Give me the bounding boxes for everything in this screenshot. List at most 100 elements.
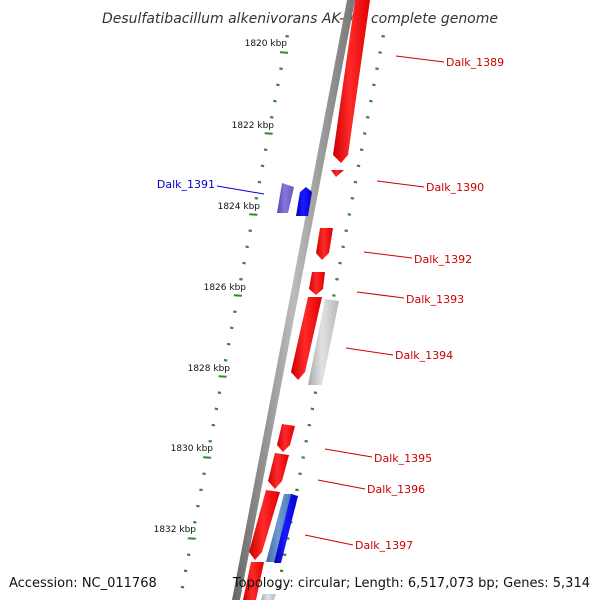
label-dalk-1395[interactable]: Dalk_1395 (374, 452, 432, 465)
left-tick-mark (229, 326, 234, 330)
gene-dalk-1394-gene[interactable] (291, 297, 322, 380)
right-tick-mark (344, 229, 349, 233)
left-tick-mark (214, 407, 219, 411)
left-tick-mark (211, 423, 216, 427)
right-tick-mark (279, 569, 284, 573)
left-tick-mark (226, 342, 231, 346)
scale-label-1824: 1824 kbp (218, 202, 261, 212)
gene-dalk-1394-feature[interactable] (308, 299, 339, 385)
right-tick-mark (359, 148, 364, 152)
left-tick-mark (285, 34, 289, 38)
left-tick-mark (245, 245, 249, 249)
left-tick-mark (202, 472, 206, 476)
right-tick-mark (347, 213, 352, 216)
left-tick-mark (239, 277, 243, 281)
leader-dalk-1390 (376, 180, 425, 188)
left-tick-mark (269, 115, 274, 119)
label-dalk-1393[interactable]: Dalk_1393 (406, 293, 464, 306)
gene-gray-bottom[interactable] (261, 594, 276, 600)
topology-text: Topology: circular; Length: 6,517,073 bp… (232, 576, 590, 591)
scale-label-1820: 1820 kbp (245, 39, 288, 49)
gene-dalk-1391-b[interactable] (296, 187, 312, 216)
left-tick-mark (276, 83, 280, 87)
scale-label-1822: 1822 kbp (232, 121, 275, 131)
right-tick-mark (353, 180, 358, 184)
gene-steel-1397[interactable] (266, 494, 293, 562)
label-dalk-1390[interactable]: Dalk_1390 (426, 181, 484, 194)
right-tick-mark (378, 51, 382, 54)
left-tick-mark (260, 164, 265, 168)
right-tick-mark (362, 132, 367, 135)
gene-red-bottom[interactable] (243, 562, 264, 600)
right-tick-mark (335, 277, 339, 281)
right-tick-mark (307, 423, 312, 427)
right-tick-mark (375, 67, 379, 71)
gene-dalk-1391-a[interactable] (277, 183, 294, 213)
right-tick-mark (313, 391, 318, 395)
right-tick-mark (365, 115, 370, 119)
leader-dalk-1394 (345, 347, 394, 356)
left-tick-mark (208, 439, 213, 443)
right-tick-mark (301, 456, 305, 459)
right-tick-mark (276, 585, 281, 589)
left-tick-mark (264, 132, 273, 135)
left-tick-mark (223, 358, 228, 362)
label-dalk-1394[interactable]: Dalk_1394 (395, 349, 453, 362)
right-tick-mark (350, 196, 355, 200)
right-tick-mark (341, 245, 345, 249)
gene-dalk-1390[interactable] (331, 170, 344, 177)
right-tick-mark (356, 164, 361, 168)
gene-dalk-1397[interactable] (274, 494, 298, 563)
gene-dalk-1389[interactable] (333, 0, 370, 163)
gene-dalk-1392[interactable] (316, 228, 333, 260)
left-tick-mark (203, 456, 212, 459)
leader-dalk-1389 (395, 55, 445, 63)
left-tick-mark (199, 488, 203, 492)
right-tick-mark (381, 34, 385, 38)
gene-red-1397[interactable] (249, 490, 280, 560)
gene-dalk-1393[interactable] (309, 272, 325, 295)
left-tick-mark (196, 504, 200, 508)
leader-dalk-1391 (216, 185, 265, 195)
label-dalk-1391[interactable]: Dalk_1391 (157, 178, 215, 191)
left-tick-mark (280, 51, 289, 54)
label-dalk-1392[interactable]: Dalk_1392 (414, 253, 472, 266)
right-tick-mark (310, 407, 315, 411)
left-tick-mark (254, 196, 259, 200)
right-tick-marks (276, 34, 385, 589)
gene-dalk-1395[interactable] (277, 424, 295, 452)
right-tick-mark (369, 99, 373, 103)
label-dalk-1397[interactable]: Dalk_1397 (355, 539, 413, 552)
label-dalk-1389[interactable]: Dalk_1389 (446, 56, 504, 69)
left-tick-mark (186, 553, 191, 557)
left-tick-mark (263, 148, 268, 152)
leader-dalk-1395 (324, 448, 373, 458)
left-tick-mark (217, 391, 222, 395)
scale-label-1828: 1828 kbp (188, 364, 231, 374)
right-tick-mark (282, 553, 287, 557)
leader-dalk-1397 (304, 534, 354, 546)
right-tick-mark (332, 294, 336, 297)
leader-dalk-1393 (356, 291, 405, 299)
right-tick-mark (298, 472, 302, 476)
right-tick-mark (338, 261, 342, 265)
label-dalk-1396[interactable]: Dalk_1396 (367, 483, 425, 496)
left-tick-marks (180, 34, 289, 589)
left-tick-mark (249, 213, 258, 216)
genome-backbone (232, 0, 355, 600)
left-tick-mark (180, 585, 185, 589)
map-title: Desulfatibacillum alkenivorans AK-01, co… (102, 11, 498, 27)
right-tick-mark (295, 488, 299, 492)
accession-text: Accession: NC_011768 (9, 576, 157, 591)
leader-dalk-1396 (317, 479, 366, 490)
gene-dalk-1396[interactable] (268, 453, 289, 489)
left-tick-mark (218, 375, 227, 378)
left-tick-mark (193, 520, 197, 524)
scale-label-1832: 1832 kbp (154, 525, 197, 535)
left-tick-mark (183, 569, 188, 573)
left-tick-mark (257, 180, 262, 184)
scale-label-1826: 1826 kbp (204, 283, 247, 293)
left-tick-mark (233, 294, 242, 297)
left-tick-mark (279, 67, 283, 71)
